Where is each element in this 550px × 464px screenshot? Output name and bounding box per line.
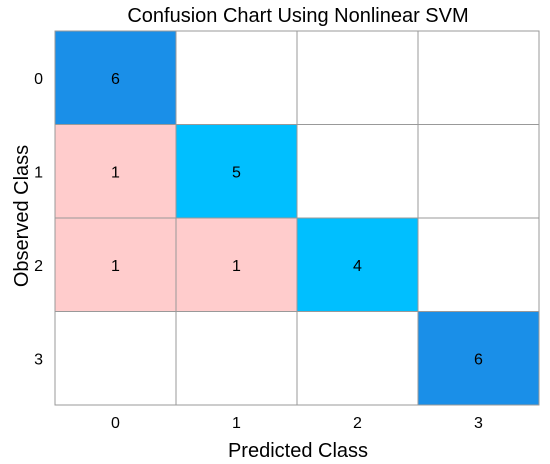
cell-r0-c1 [175, 30, 298, 125]
cell-value-r2-c1: 1 [232, 258, 241, 275]
x-tick-2: 2 [353, 415, 362, 432]
x-axis-label: Predicted Class [228, 440, 368, 462]
x-tick-0: 0 [111, 415, 120, 432]
cell-r0-c3 [417, 30, 540, 125]
y-tick-0: 0 [34, 71, 43, 88]
x-tick-3: 3 [474, 415, 483, 432]
y-tick-labels: 0 1 2 3 [34, 71, 43, 369]
cell-r0-c2 [296, 30, 419, 125]
cell-value-r2-c2: 4 [353, 258, 362, 275]
y-tick-1: 1 [34, 164, 43, 181]
cell-r3-c2 [296, 311, 419, 406]
cell-value-r1-c1: 5 [232, 164, 241, 181]
cell-value-r2-c0: 1 [111, 258, 120, 275]
y-tick-3: 3 [34, 351, 43, 368]
chart-title: Confusion Chart Using Nonlinear SVM [127, 5, 468, 27]
cell-r2-c0 [54, 217, 177, 312]
cell-r3-c0 [54, 311, 177, 406]
cell-r1-c1 [175, 124, 298, 219]
cell-value-r1-c0: 1 [111, 164, 120, 181]
cell-r1-c3 [417, 124, 540, 219]
y-axis-label: Observed Class [11, 145, 33, 287]
cell-r3-c1 [175, 311, 298, 406]
cell-value-r3-c3: 6 [474, 351, 483, 368]
cell-r1-c2 [296, 124, 419, 219]
cell-r2-c1 [175, 217, 298, 312]
cell-r3-c3 [417, 311, 540, 406]
x-tick-1: 1 [232, 415, 241, 432]
cell-r1-c0 [54, 124, 177, 219]
cell-r2-c2 [296, 217, 419, 312]
y-tick-2: 2 [34, 258, 43, 275]
cell-value-r0-c0: 6 [111, 71, 120, 88]
cell-grid: 6 1 5 1 1 4 6 [54, 30, 540, 406]
cell-r2-c3 [417, 217, 540, 312]
cell-r0-c0 [54, 30, 177, 125]
x-tick-labels: 0 1 2 3 [111, 415, 483, 432]
